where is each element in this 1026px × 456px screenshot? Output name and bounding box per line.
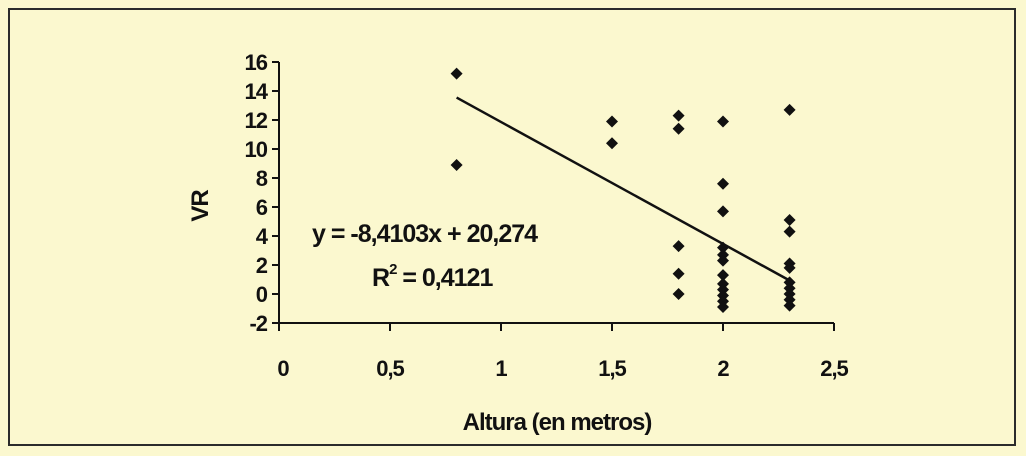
axes xyxy=(272,61,835,331)
data-point xyxy=(450,158,463,171)
y-tick-label: 10 xyxy=(245,137,268,162)
data-point xyxy=(717,269,729,282)
data-point xyxy=(450,67,463,80)
trendline xyxy=(455,96,791,282)
data-point xyxy=(717,254,729,267)
chart-frame xyxy=(8,8,1016,446)
x-tick-label: 0,5 xyxy=(376,356,404,381)
y-tick-labels: -2 0 2 4 6 8 10 12 14 16 xyxy=(245,50,270,336)
x-tick-label: 1,5 xyxy=(598,356,626,381)
data-point xyxy=(717,115,729,128)
data-point xyxy=(783,225,796,238)
trendline-equation: y = -8,4103x + 20,274 xyxy=(312,220,538,248)
data-points xyxy=(450,67,796,314)
y-axis-title: VR xyxy=(187,190,214,222)
y-tick-label: 12 xyxy=(245,108,268,133)
r-squared-superscript: 2 xyxy=(389,261,397,278)
data-point xyxy=(783,261,796,274)
y-tick-label: 0 xyxy=(256,282,268,307)
r-squared-label: R2 = 0,4121 xyxy=(372,261,493,292)
data-point xyxy=(717,177,729,190)
x-tick-label: 2,5 xyxy=(820,356,848,381)
data-point xyxy=(783,103,796,116)
x-tick-label: 0 xyxy=(277,356,289,381)
r-squared-value: = 0,4121 xyxy=(396,264,493,292)
y-tick-label: -2 xyxy=(249,311,267,336)
data-point xyxy=(672,288,685,300)
y-tick-label: 6 xyxy=(256,195,268,220)
x-tick-label: 1 xyxy=(495,356,507,381)
x-tick-label: 2 xyxy=(717,356,729,381)
data-point xyxy=(672,109,685,122)
y-tick-label: 2 xyxy=(256,253,268,278)
data-point xyxy=(606,115,618,128)
trendline-group xyxy=(455,96,791,282)
y-tick-label: 8 xyxy=(256,166,268,191)
data-point xyxy=(783,299,796,312)
data-point xyxy=(783,214,796,227)
data-point xyxy=(672,267,685,280)
x-tick-labels: 0 0,5 1 1,5 2 2,5 xyxy=(277,356,849,381)
y-tick-label: 14 xyxy=(245,79,269,104)
data-point xyxy=(672,240,685,253)
data-point xyxy=(717,301,729,314)
x-axis-title: Altura (en metros) xyxy=(463,409,652,436)
y-tick-label: 4 xyxy=(256,224,269,249)
data-point xyxy=(717,205,729,218)
r-squared-prefix: R xyxy=(372,264,390,292)
data-point xyxy=(672,122,685,135)
data-point xyxy=(606,137,618,150)
y-tick-label: 16 xyxy=(245,50,268,75)
